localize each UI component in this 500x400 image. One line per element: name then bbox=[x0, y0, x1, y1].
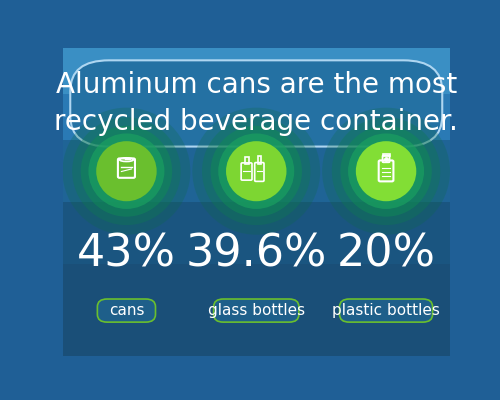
Text: Aluminum cans are the most
recycled beverage container.: Aluminum cans are the most recycled beve… bbox=[54, 71, 458, 136]
Ellipse shape bbox=[202, 117, 310, 225]
Ellipse shape bbox=[332, 117, 440, 225]
Ellipse shape bbox=[192, 108, 320, 235]
FancyBboxPatch shape bbox=[62, 94, 450, 140]
Ellipse shape bbox=[340, 126, 432, 217]
Ellipse shape bbox=[348, 134, 424, 209]
Text: 39.6%: 39.6% bbox=[186, 233, 327, 276]
Ellipse shape bbox=[218, 134, 294, 209]
Ellipse shape bbox=[72, 117, 180, 225]
Ellipse shape bbox=[356, 141, 416, 201]
FancyBboxPatch shape bbox=[70, 60, 442, 146]
Text: glass bottles: glass bottles bbox=[208, 303, 305, 318]
Text: cans: cans bbox=[108, 303, 144, 318]
Ellipse shape bbox=[210, 126, 302, 217]
Ellipse shape bbox=[80, 126, 172, 217]
FancyBboxPatch shape bbox=[62, 264, 450, 356]
FancyBboxPatch shape bbox=[98, 299, 156, 322]
Text: 20%: 20% bbox=[336, 233, 436, 276]
FancyBboxPatch shape bbox=[214, 299, 299, 322]
FancyBboxPatch shape bbox=[340, 299, 432, 322]
Ellipse shape bbox=[322, 108, 450, 235]
Ellipse shape bbox=[96, 141, 156, 201]
FancyBboxPatch shape bbox=[62, 202, 450, 264]
Ellipse shape bbox=[88, 134, 164, 209]
Ellipse shape bbox=[226, 141, 286, 201]
Text: plastic bottles: plastic bottles bbox=[332, 303, 440, 318]
Text: 43%: 43% bbox=[77, 233, 176, 276]
FancyBboxPatch shape bbox=[62, 48, 450, 94]
Ellipse shape bbox=[62, 108, 190, 235]
FancyBboxPatch shape bbox=[62, 140, 450, 202]
